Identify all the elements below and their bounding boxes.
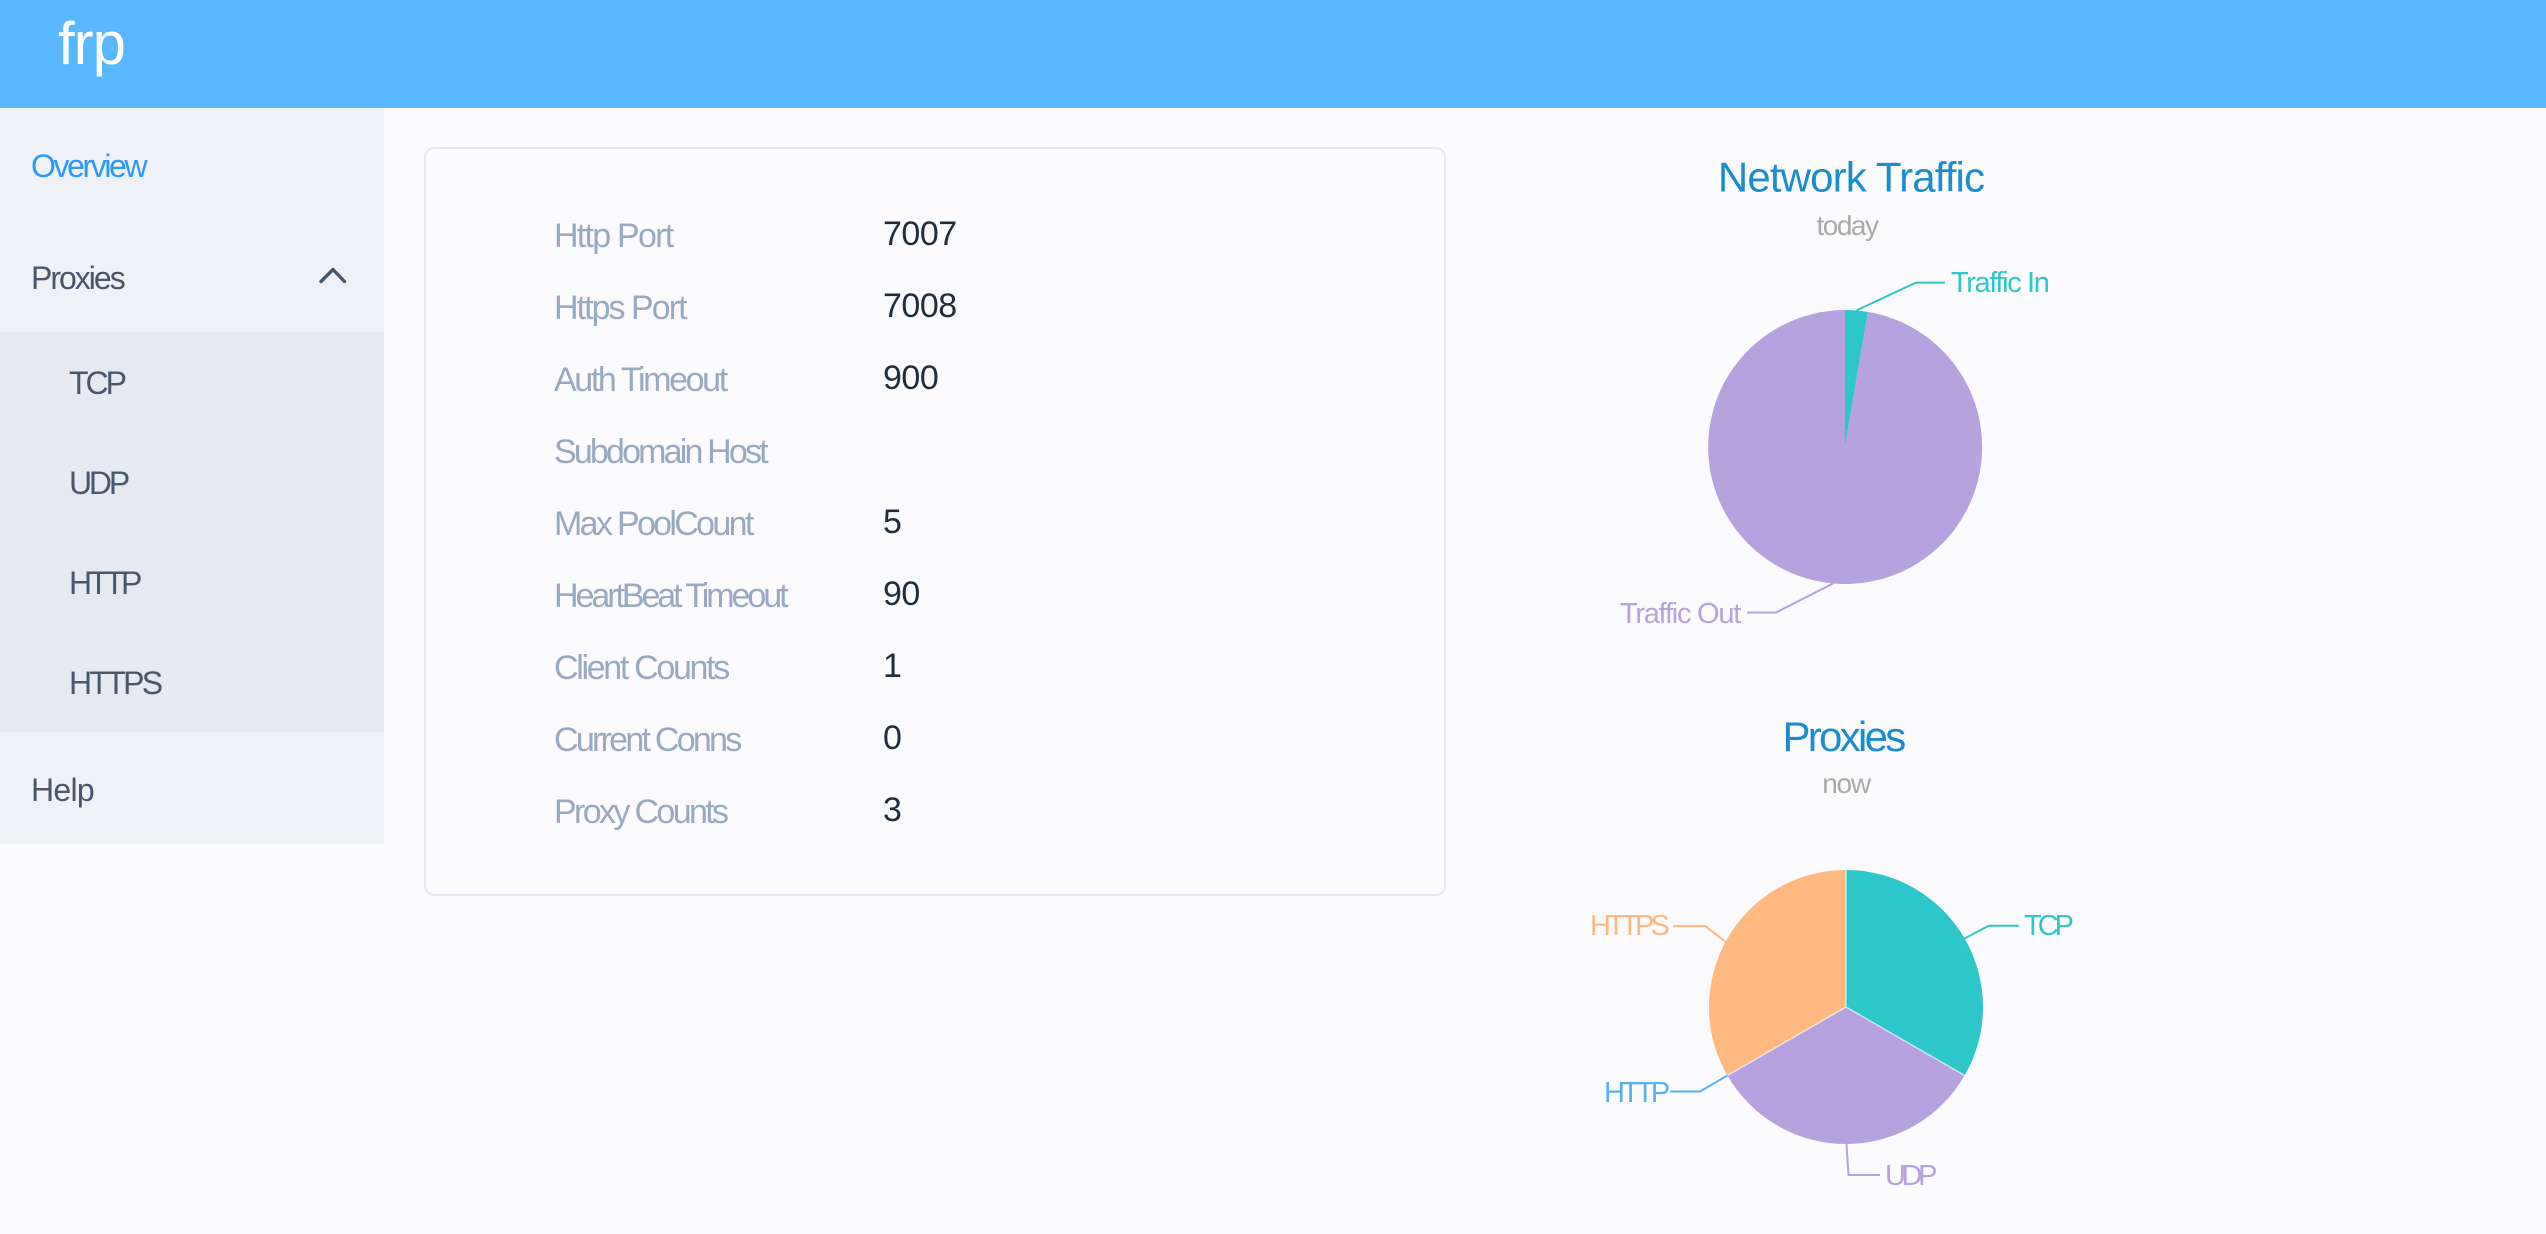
svg-text:Traffic In: Traffic In — [1951, 267, 2049, 299]
svg-text:HTTP: HTTP — [1604, 1077, 1669, 1109]
svg-text:Network Traffic: Network Traffic — [1718, 154, 1984, 201]
svg-text:TCP: TCP — [2024, 910, 2073, 942]
svg-text:Proxies: Proxies — [1782, 713, 1905, 760]
svg-text:Traffic Out: Traffic Out — [1620, 598, 1741, 630]
svg-text:HTTPS: HTTPS — [1590, 910, 1669, 942]
svg-text:UDP: UDP — [1885, 1160, 1936, 1192]
svg-text:today: today — [1817, 210, 1879, 241]
svg-text:now: now — [1822, 768, 1872, 799]
